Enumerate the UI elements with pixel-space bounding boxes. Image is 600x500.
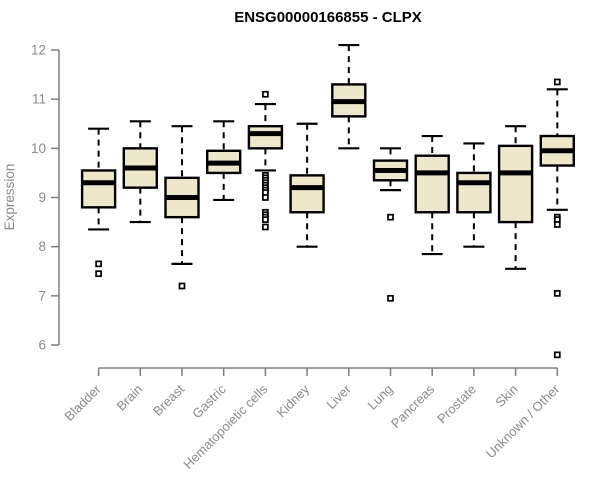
box-group <box>122 120 159 224</box>
box-group <box>414 134 450 256</box>
iqr-box <box>497 144 534 224</box>
outlier-point <box>262 90 269 98</box>
y-tick-label: 6 <box>38 338 46 353</box>
x-tick-label: Lung <box>365 382 396 413</box>
box-group <box>372 147 409 302</box>
outlier-point <box>553 351 561 359</box>
chart-title: ENSG00000166855 - CLPX <box>234 9 422 26</box>
y-tick-label: 8 <box>38 239 46 254</box>
box-group <box>80 127 117 278</box>
outlier-point <box>387 213 394 221</box>
x-tick-label: Breast <box>150 381 187 418</box>
y-axis-label: Expression <box>2 164 17 231</box>
y-tick-label: 7 <box>38 288 46 303</box>
box-group <box>331 43 367 150</box>
y-tick-label: 12 <box>31 43 46 58</box>
x-tick-label: Unknown / Other <box>483 381 563 461</box>
box-group <box>205 120 242 202</box>
box-group <box>289 122 325 248</box>
x-tick-label: Bladder <box>61 381 104 424</box>
box-group <box>539 78 575 359</box>
iqr-box <box>80 169 117 209</box>
outlier-point <box>178 282 186 290</box>
box-group <box>164 125 200 290</box>
outlier-point <box>95 260 102 268</box>
x-tick-label: Pancreas <box>388 381 438 431</box>
iqr-box <box>247 125 284 150</box>
outlier-point <box>553 78 561 86</box>
box-group <box>497 125 534 270</box>
iqr-box <box>456 171 492 214</box>
outlier-point <box>553 290 561 297</box>
box-group <box>456 142 492 248</box>
x-tick-label: Skin <box>492 382 520 410</box>
iqr-box <box>289 174 325 214</box>
outlier-point <box>262 223 269 231</box>
plot-area <box>80 43 575 359</box>
box-group <box>247 90 284 231</box>
x-tick-label: Liver <box>323 381 354 412</box>
x-tick-label: Prostate <box>434 382 479 427</box>
iqr-box <box>414 154 450 214</box>
outlier-point <box>387 294 394 302</box>
y-tick-label: 11 <box>32 92 46 107</box>
x-tick-label: Kidney <box>274 381 313 420</box>
outlier-point <box>553 221 561 228</box>
y-tick-label: 10 <box>31 141 46 156</box>
x-tick-label: Gastric <box>189 381 229 421</box>
outlier-point <box>262 216 269 223</box>
outlier-point <box>262 194 269 201</box>
y-tick-label: 9 <box>38 190 46 205</box>
outlier-point <box>95 270 102 278</box>
x-tick-label: Brain <box>113 382 145 414</box>
